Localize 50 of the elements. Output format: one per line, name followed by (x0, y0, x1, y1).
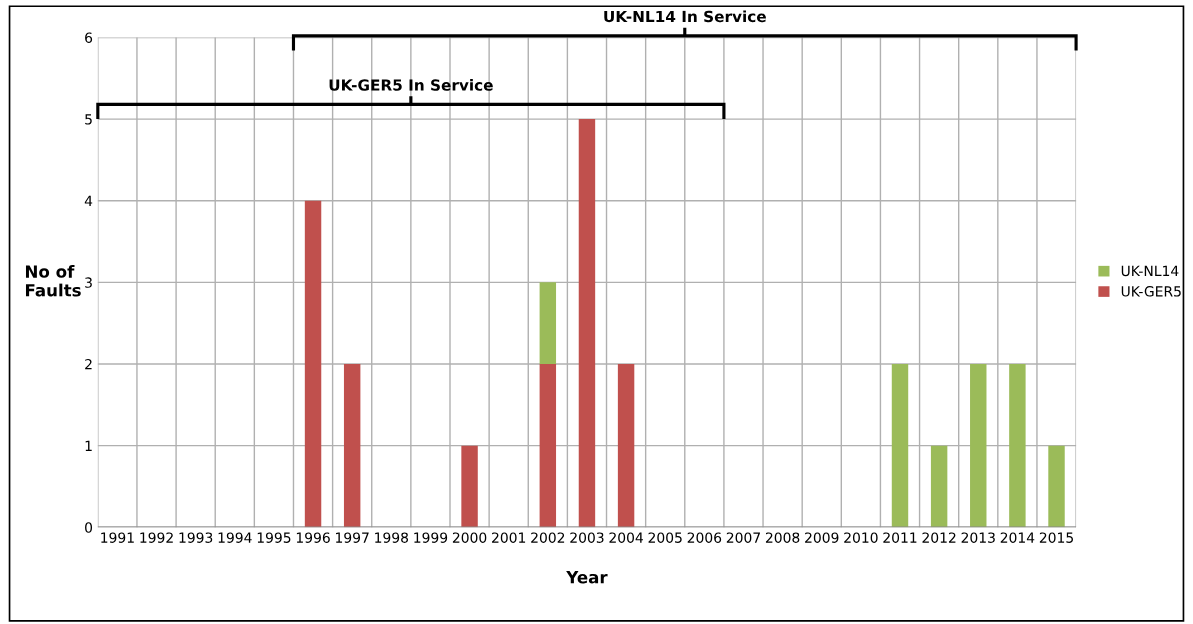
x-tick-label: 2013 (961, 532, 995, 543)
x-tick-label: 2003 (570, 532, 604, 543)
text: UK-NL14 In Service (604, 10, 766, 23)
x-tick-label: 2000 (452, 532, 487, 543)
x-tick-label: 1996 (296, 532, 330, 543)
bar (539, 364, 557, 528)
legend-label: UK-NL14 (1121, 265, 1179, 277)
x-tick-label: 2012 (922, 532, 956, 543)
bar (617, 364, 635, 528)
x-tick-label: 2006 (687, 532, 722, 543)
x-tick-label: 1994 (218, 532, 252, 543)
y-axis-title: No of Faults (25, 264, 81, 297)
x-tick-label: 1992 (140, 532, 173, 543)
x-tick-label: 1997 (336, 532, 369, 543)
x-tick-label: 2002 (531, 532, 565, 543)
bar (539, 282, 557, 364)
y-tick-label: 2 (85, 358, 92, 370)
annotation: UK-GER5 In Service (329, 78, 493, 91)
bar (930, 445, 948, 528)
x-tick-label: 1995 (257, 532, 291, 543)
bar (304, 200, 322, 528)
bar (1009, 364, 1026, 528)
x-tick-label: 2004 (609, 532, 643, 543)
x-tick-label: 1998 (375, 532, 409, 543)
y-tick-label: 3 (85, 277, 92, 288)
x-tick-label: 1991 (101, 532, 134, 543)
y-tick-label: 1 (85, 440, 92, 451)
x-tick-label: 1999 (414, 532, 448, 543)
bar (578, 119, 596, 528)
y-tick-label: 0 (85, 522, 93, 533)
x-axis-title: Year (566, 571, 608, 584)
y-tick-label: 5 (85, 114, 92, 125)
x-tick-label: 2009 (805, 532, 839, 543)
legend-label: UK-GER5 (1121, 286, 1181, 297)
bar (461, 445, 478, 528)
x-tick-label: 2001 (492, 532, 526, 543)
bar (970, 364, 987, 528)
bar (891, 364, 909, 528)
x-tick-label: 2008 (765, 532, 800, 543)
y-tick-label: 4 (84, 195, 93, 206)
bar (1048, 445, 1065, 528)
x-tick-label: 2014 (1000, 532, 1035, 543)
bar (343, 364, 361, 528)
x-tick-label: 2005 (648, 532, 682, 543)
x-tick-label: 2007 (726, 532, 760, 543)
x-tick-label: 1993 (179, 532, 213, 543)
x-tick-label: 2015 (1039, 532, 1073, 543)
x-tick-label: 2011 (883, 532, 917, 543)
y-tick-label: 6 (85, 32, 93, 43)
x-tick-label: 2010 (844, 532, 878, 543)
